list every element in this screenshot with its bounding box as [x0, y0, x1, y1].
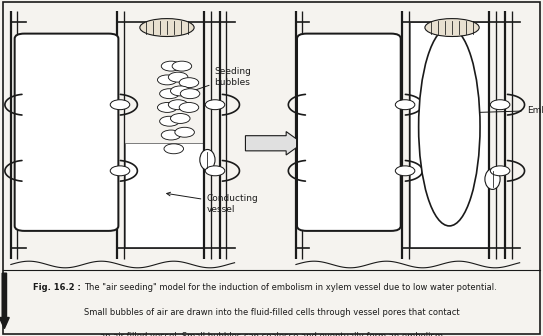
Circle shape — [171, 114, 190, 123]
Circle shape — [110, 100, 130, 110]
Circle shape — [179, 102, 199, 113]
Ellipse shape — [425, 18, 479, 37]
Circle shape — [205, 166, 225, 176]
Circle shape — [395, 166, 415, 176]
Text: Fig. 16.2 :: Fig. 16.2 : — [33, 283, 83, 292]
Circle shape — [205, 100, 225, 110]
Text: Seeding
bubbles: Seeding bubbles — [188, 68, 251, 93]
Circle shape — [175, 127, 194, 137]
Bar — [410, 22, 489, 248]
Circle shape — [160, 116, 179, 126]
Ellipse shape — [485, 169, 500, 190]
Circle shape — [180, 89, 200, 99]
FancyBboxPatch shape — [297, 34, 401, 231]
Text: Embolism: Embolism — [464, 106, 543, 115]
Circle shape — [395, 100, 415, 110]
Ellipse shape — [140, 18, 194, 37]
Circle shape — [157, 102, 177, 113]
Circle shape — [490, 166, 510, 176]
Circle shape — [161, 61, 181, 71]
Circle shape — [161, 130, 181, 140]
Bar — [125, 143, 204, 248]
Text: Conducting
vessel: Conducting vessel — [167, 192, 258, 214]
Ellipse shape — [419, 28, 480, 226]
Bar — [410, 22, 489, 248]
Circle shape — [171, 86, 190, 96]
FancyArrow shape — [0, 273, 9, 329]
Text: Small bubbles of air are drawn into the fluid-filled cells through vessel pores : Small bubbles of air are drawn into the … — [84, 308, 459, 317]
Circle shape — [168, 100, 188, 110]
FancyBboxPatch shape — [15, 34, 118, 231]
Text: an air-filled vessel. Small bubbles can coalesce and eventually form an embolism: an air-filled vessel. Small bubbles can … — [100, 332, 443, 336]
Circle shape — [172, 61, 192, 71]
Circle shape — [168, 72, 188, 82]
Circle shape — [110, 166, 130, 176]
Circle shape — [490, 100, 510, 110]
Ellipse shape — [200, 150, 215, 170]
Bar — [125, 143, 204, 248]
Circle shape — [164, 144, 184, 154]
FancyArrow shape — [245, 132, 302, 155]
Circle shape — [179, 78, 199, 88]
Text: The "air seeding" model for the induction of embolism in xylem vessel due to low: The "air seeding" model for the inductio… — [84, 283, 497, 292]
Text: Air-filled
vessel: Air-filled vessel — [48, 127, 88, 149]
Circle shape — [157, 75, 177, 85]
Circle shape — [160, 89, 179, 99]
